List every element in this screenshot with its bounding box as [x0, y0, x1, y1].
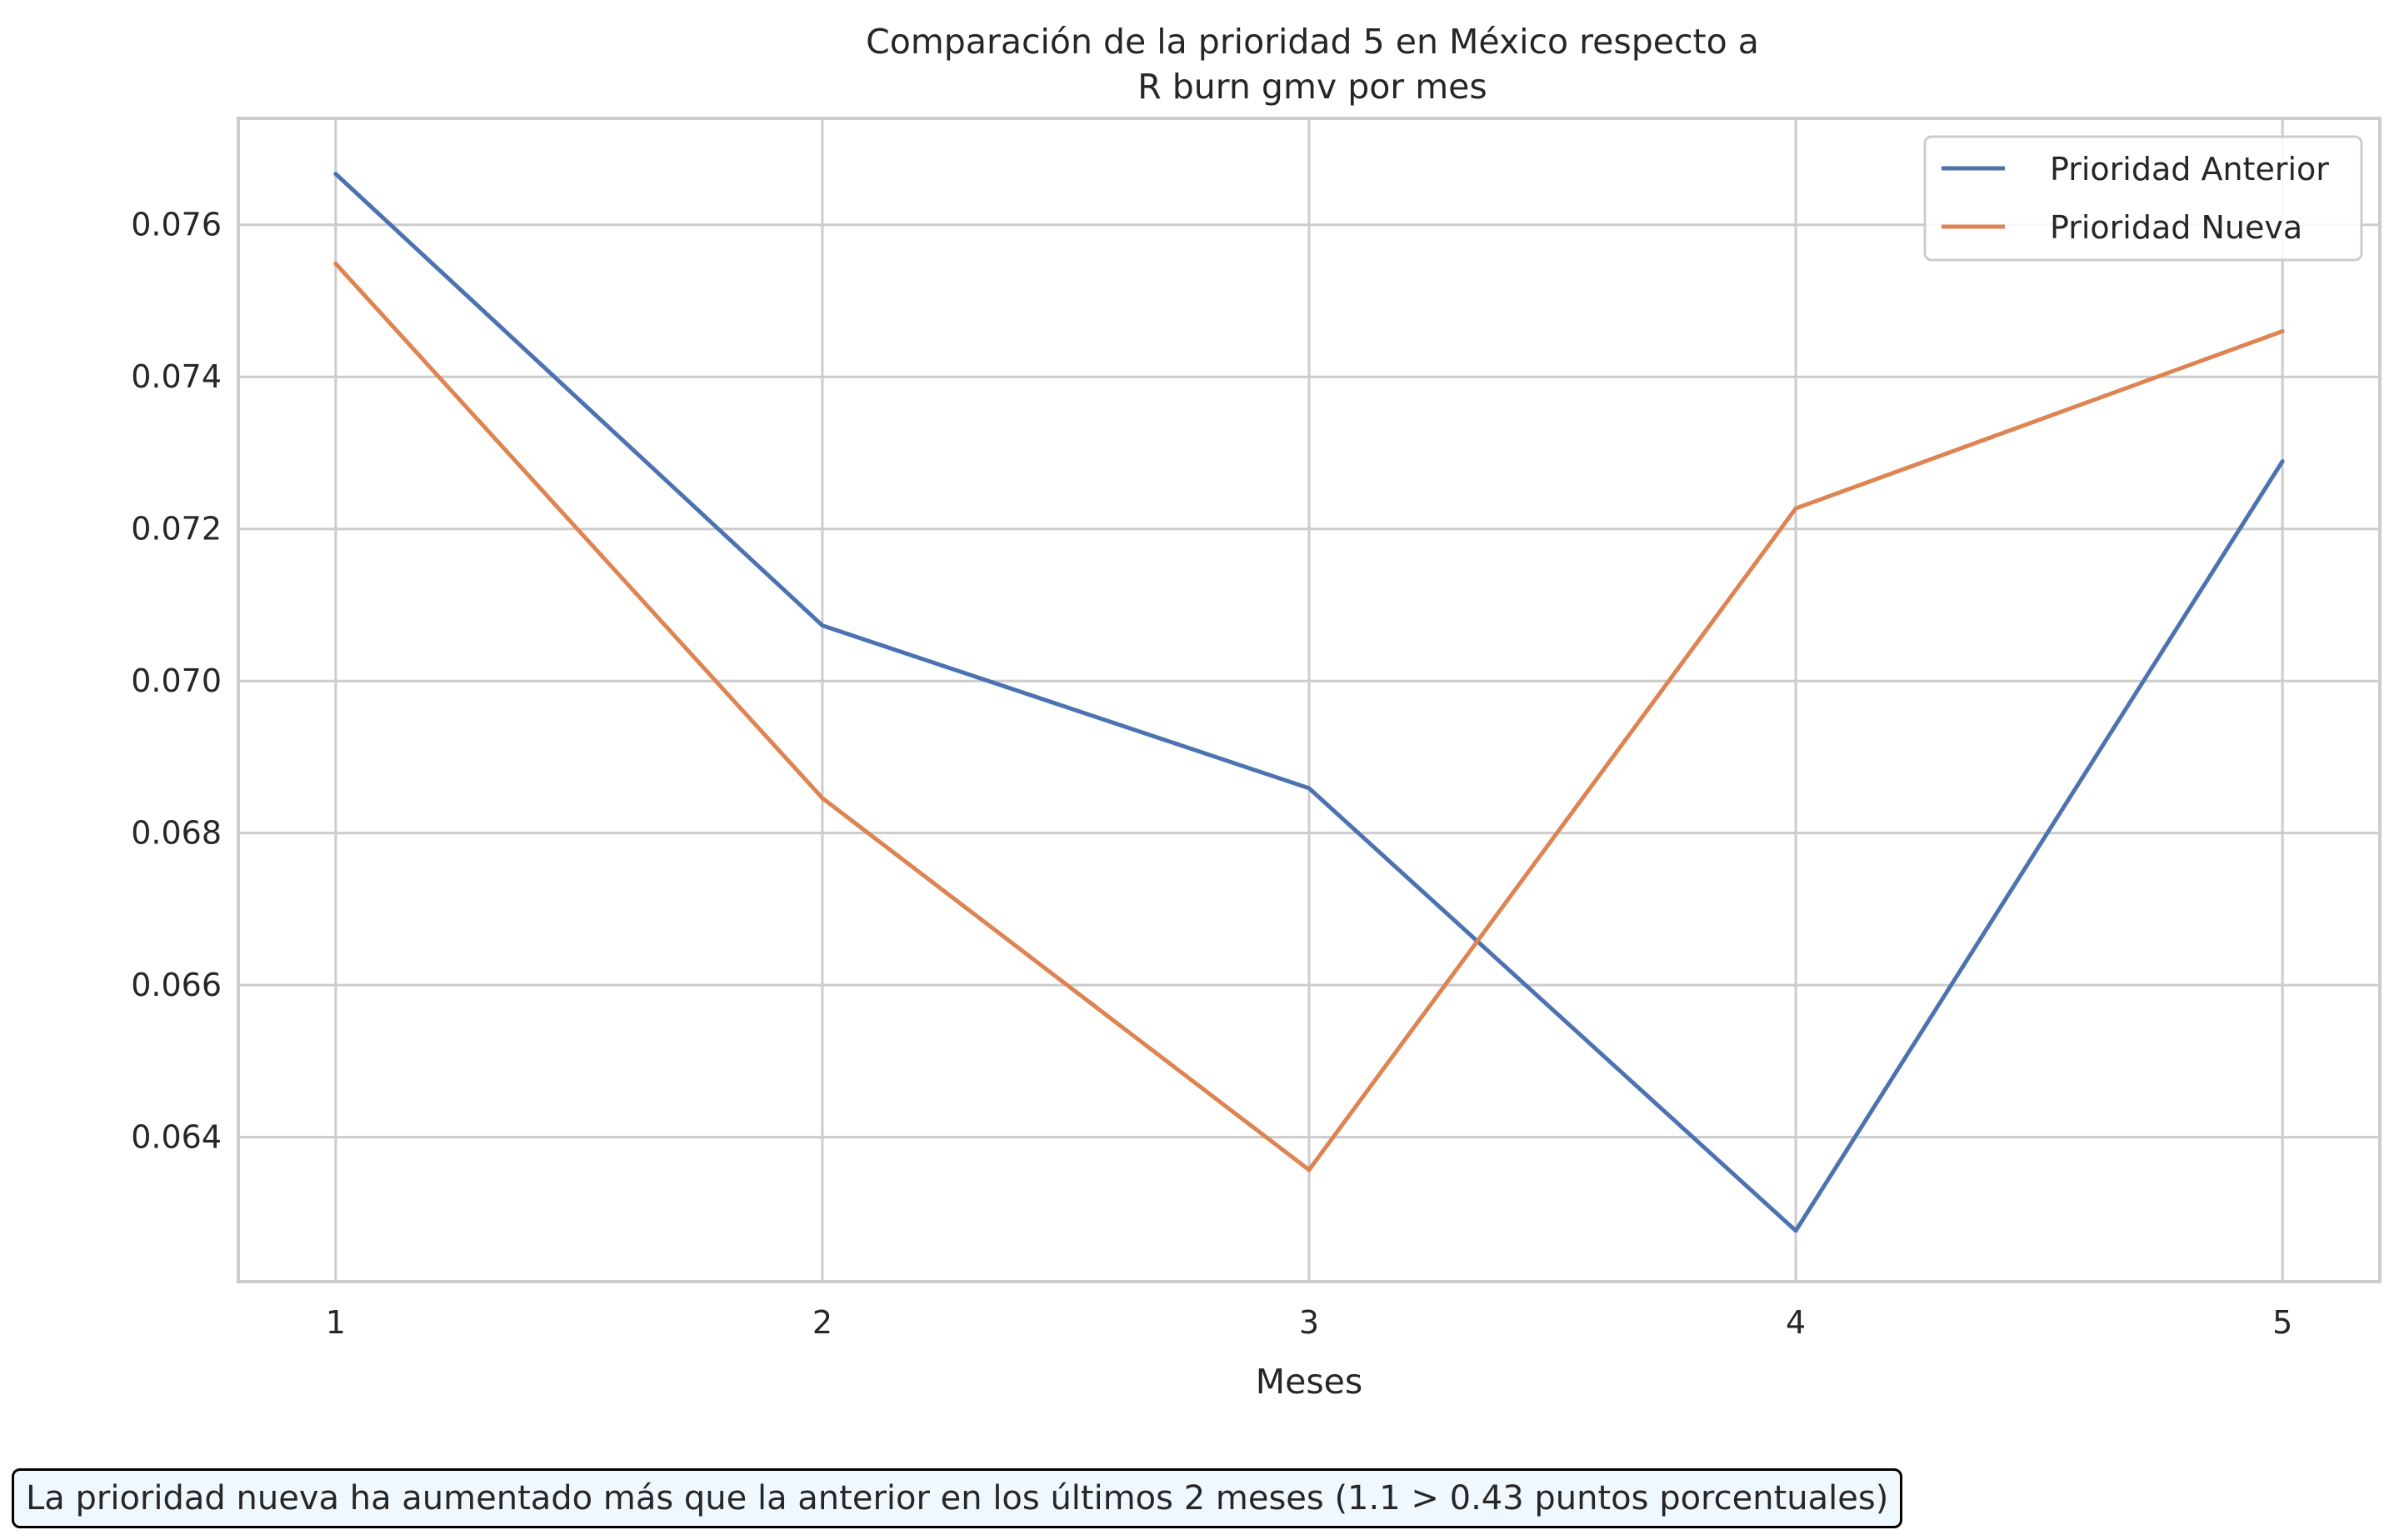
- legend: Prioridad Anterior Prioridad Nueva: [1923, 135, 2363, 262]
- series-lines: [333, 172, 2285, 1233]
- legend-label-prioridad-nueva: Prioridad Nueva: [2050, 209, 2302, 246]
- annotation-box: La prioridad nueva ha aumentado más que …: [12, 1468, 1903, 1528]
- x-tick-label: 2: [812, 1304, 832, 1341]
- y-tick-label: 0.070: [131, 662, 222, 699]
- x-tick-label: 3: [1299, 1304, 1319, 1341]
- series-line-prioridad-anterior: [333, 172, 2285, 1233]
- chart-title-line-2: R burn gmv por mes: [1137, 67, 1487, 107]
- y-tick-label: 0.076: [131, 207, 222, 243]
- y-tick-label: 0.068: [131, 815, 222, 852]
- x-tick-label: 5: [2272, 1304, 2292, 1341]
- y-tick-label: 0.074: [131, 358, 222, 395]
- legend-label-prioridad-anterior: Prioridad Anterior: [2050, 151, 2329, 188]
- series-line-prioridad-nueva: [333, 261, 2285, 1172]
- x-tick-label: 4: [1786, 1304, 1806, 1341]
- y-tick-label: 0.064: [131, 1119, 222, 1156]
- x-axis-label: Meses: [1256, 1362, 1363, 1402]
- y-tick-labels: 0.064 0.066 0.068 0.070 0.072 0.074 0.076: [131, 207, 222, 1156]
- x-tick-labels: 1 2 3 4 5: [326, 1304, 2293, 1341]
- y-tick-label: 0.066: [131, 967, 222, 1003]
- annotation-text: La prioridad nueva ha aumentado más que …: [26, 1479, 1889, 1518]
- x-tick-label: 1: [326, 1304, 346, 1341]
- legend-box: [1923, 135, 2363, 262]
- y-tick-label: 0.072: [131, 511, 222, 548]
- chart-title-line-1: Comparación de la prioridad 5 en México …: [866, 22, 1759, 62]
- plot-frame: [237, 117, 2382, 1283]
